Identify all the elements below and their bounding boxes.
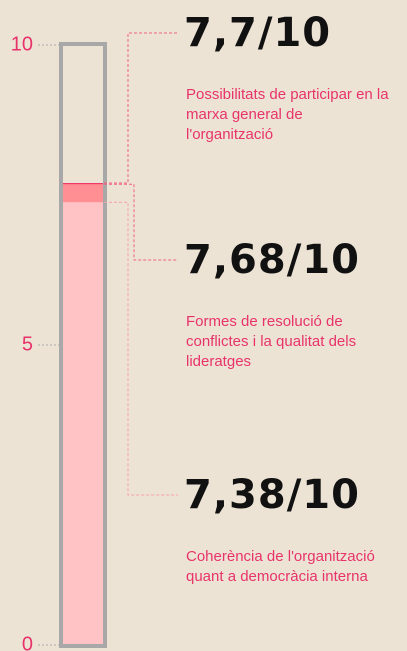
y-tick-label: 0	[22, 633, 33, 651]
value-label: 7,38/10	[184, 472, 360, 518]
leader-line	[104, 201, 178, 496]
value-label: 7,68/10	[184, 237, 360, 283]
leader-line	[104, 183, 178, 261]
y-tick-label: 5	[22, 333, 33, 355]
bar-segment	[62, 202, 104, 645]
description: Formes de resolució de conflictes i la q…	[186, 313, 357, 370]
y-tick-label: 10	[11, 33, 33, 55]
leader-line	[104, 32, 178, 184]
description: Possibilitats de participar en la marxa …	[186, 86, 389, 143]
description: Coherència de l'organització quant a dem…	[186, 548, 375, 585]
bar-frame	[59, 42, 107, 648]
value-label: 7,7/10	[184, 10, 332, 56]
